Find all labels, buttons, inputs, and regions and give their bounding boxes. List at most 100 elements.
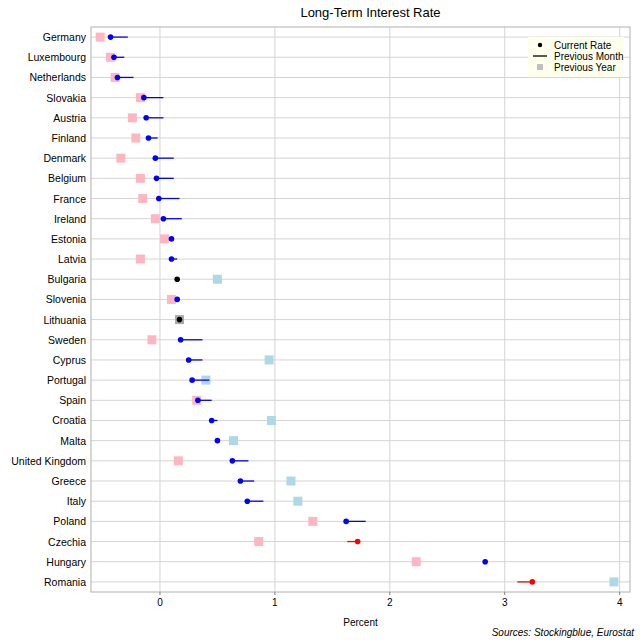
current-rate-marker	[115, 75, 121, 81]
current-rate-marker	[143, 115, 149, 121]
category-label: Czechia	[48, 536, 86, 548]
previous-year-marker	[160, 234, 169, 243]
current-rate-marker	[238, 478, 244, 484]
source: Sources: Stockingblue, Eurostat	[492, 627, 636, 638]
current-rate-marker	[530, 579, 536, 585]
grid-line	[91, 178, 630, 179]
previous-year-marker	[147, 335, 156, 344]
category-label: Sweden	[48, 334, 86, 346]
tick-label: 0	[157, 597, 163, 608]
previous-year-marker	[213, 275, 222, 284]
previous-year-marker	[136, 174, 145, 183]
current-rate-marker	[169, 236, 175, 242]
category-label: Portugal	[47, 374, 86, 386]
current-rate-marker	[156, 196, 162, 202]
previous-month-line	[159, 198, 180, 199]
current-rate-marker	[215, 438, 221, 444]
category-label: Denmark	[43, 152, 86, 164]
current-rate-marker	[161, 216, 167, 222]
grid-line	[91, 420, 630, 421]
previous-year-marker	[175, 315, 184, 324]
tick-label: 2	[387, 597, 393, 608]
category-label: Belgium	[48, 172, 86, 184]
previous-year-marker	[286, 477, 295, 486]
tick-label: 3	[502, 597, 508, 608]
chart: Long-Term Interest RateGermanyLuxembourg…	[0, 0, 640, 640]
current-rate-marker	[355, 539, 361, 545]
tick-label: 4	[617, 597, 623, 608]
previous-year-marker	[151, 214, 160, 223]
category-label: Malta	[60, 435, 86, 447]
grid-line	[91, 218, 630, 219]
previous-year-marker	[254, 537, 263, 546]
category-label: Netherlands	[29, 71, 86, 83]
current-rate-marker	[174, 297, 180, 303]
current-rate-marker	[209, 418, 215, 424]
current-rate-marker	[230, 458, 236, 464]
previous-year-marker	[412, 557, 421, 566]
plot-background	[91, 27, 630, 592]
tick-label: 1	[272, 597, 278, 608]
previous-month-line	[144, 97, 164, 98]
current-rate-marker	[244, 498, 250, 504]
grid-line	[91, 77, 630, 78]
tick-mark	[504, 592, 505, 595]
grid-line	[91, 561, 630, 562]
category-label: Cyprus	[53, 354, 86, 366]
category-label: Estonia	[51, 233, 86, 245]
current-rate-marker	[186, 357, 192, 363]
grid-line	[619, 27, 620, 592]
category-label: Lithuania	[43, 314, 86, 326]
current-rate-marker	[141, 95, 147, 101]
current-rate-marker	[111, 54, 117, 60]
category-label: Hungary	[46, 556, 86, 568]
previous-year-marker	[138, 194, 147, 203]
grid-line	[91, 400, 630, 401]
grid-line	[91, 279, 630, 280]
grid-line	[91, 440, 630, 441]
grid-line	[91, 137, 630, 138]
legend-label: Previous Year	[554, 62, 616, 73]
grid-line	[91, 339, 630, 340]
legend-marker	[537, 64, 543, 70]
current-rate-marker	[189, 377, 195, 383]
previous-year-marker	[174, 456, 183, 465]
grid-line	[389, 27, 390, 592]
previous-year-marker	[308, 517, 317, 526]
tick-mark	[159, 592, 160, 595]
plot-frame	[91, 27, 630, 592]
previous-year-marker	[128, 113, 137, 122]
marks	[96, 33, 619, 587]
previous-month-line	[181, 339, 203, 340]
previous-year-marker	[609, 577, 618, 586]
previous-year-marker	[229, 436, 238, 445]
grid-line	[274, 27, 275, 592]
grid-line	[91, 97, 630, 98]
current-rate-marker	[195, 398, 201, 404]
legend-marker	[533, 55, 547, 56]
title: Long-Term Interest Rate	[300, 5, 440, 20]
current-rate-marker	[177, 317, 183, 323]
legend-label: Current Rate	[554, 40, 612, 51]
previous-year-marker	[267, 416, 276, 425]
current-rate-marker	[482, 559, 488, 565]
grid-line	[91, 359, 630, 360]
previous-year-marker	[293, 497, 302, 506]
current-rate-marker	[174, 276, 180, 282]
tick-mark	[619, 592, 620, 595]
category-label: Bulgaria	[47, 273, 86, 285]
legend-marker	[538, 43, 542, 47]
category-label: Italy	[67, 495, 87, 507]
category-label: Greece	[52, 475, 87, 487]
category-label: Poland	[53, 515, 86, 527]
grid-line	[91, 380, 630, 381]
current-rate-marker	[343, 519, 349, 525]
category-label: Finland	[52, 132, 87, 144]
grid-line	[159, 27, 160, 592]
tick-mark	[274, 592, 275, 595]
previous-year-marker	[116, 154, 125, 163]
previous-month-line	[346, 521, 366, 522]
category-label: Ireland	[54, 213, 86, 225]
category-label: Slovakia	[46, 92, 86, 104]
previous-year-marker	[131, 133, 140, 142]
